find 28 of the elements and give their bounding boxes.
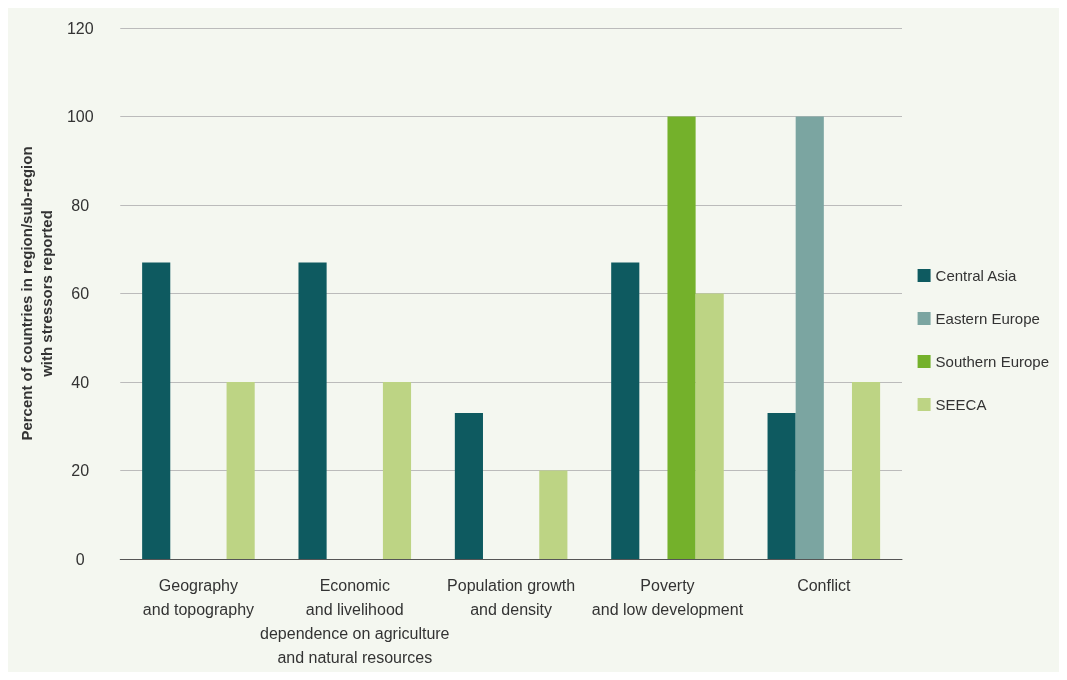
y-tick-label: 20 — [71, 462, 90, 479]
x-tick-label: Conflict — [797, 576, 852, 594]
bar — [767, 412, 796, 559]
legend-label: SEECA — [935, 396, 987, 413]
legend-label: Southern Europe — [935, 353, 1050, 370]
y-axis-title: Percent of countries in region/sub-region with stressors reported — [17, 146, 55, 441]
bar — [795, 116, 824, 559]
bar — [142, 262, 171, 559]
y-tick-label: 40 — [71, 373, 90, 391]
y-tick-label: 0 — [75, 550, 85, 568]
bar — [539, 470, 568, 559]
legend-label: Central Asia — [935, 267, 1018, 284]
x-tick-label: Population growth and density — [447, 576, 576, 618]
bar — [851, 382, 881, 559]
bar — [298, 262, 327, 559]
y-tick-label: 120 — [66, 19, 94, 37]
y-tick-label: 80 — [71, 196, 90, 214]
bar — [695, 293, 724, 559]
bar — [611, 262, 640, 559]
bar — [382, 382, 412, 559]
y-tick-label: 60 — [71, 285, 90, 302]
legend-label: Eastern Europe — [935, 310, 1040, 327]
y-tick-label: 100 — [66, 108, 94, 125]
bar — [667, 116, 696, 559]
bar — [226, 382, 255, 559]
bar — [454, 412, 483, 559]
x-tick-label: Geography and topography — [142, 576, 255, 618]
x-tick-label: Poverty and low development — [591, 576, 744, 618]
